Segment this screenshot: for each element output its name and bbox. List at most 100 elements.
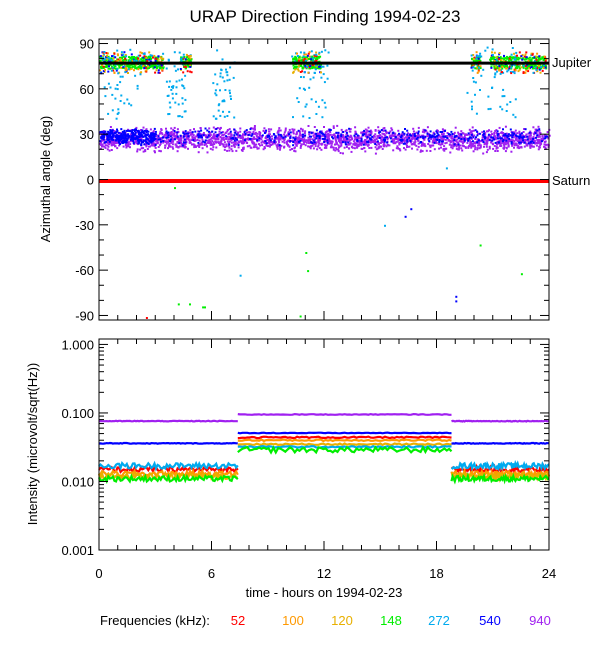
azimuth-data-point — [340, 144, 343, 147]
azimuth-data-point — [225, 135, 228, 138]
azimuth-data-point — [279, 133, 282, 136]
azimuth-data-point — [508, 140, 511, 143]
azimuth-data-point — [524, 135, 527, 137]
azimuth-data-point — [101, 143, 104, 146]
azimuth-data-point — [505, 55, 508, 58]
azimuth-data-point — [525, 56, 528, 59]
azimuth-data-point — [159, 130, 162, 133]
azimuth-data-point — [507, 135, 510, 138]
azimuth-data-point — [107, 136, 109, 138]
azimuth-data-point — [356, 134, 359, 137]
azimuth-data-point — [514, 55, 517, 58]
azimuth-data-point — [296, 139, 299, 142]
azimuth-data-point — [453, 133, 455, 136]
azimuth-data-point — [146, 60, 149, 63]
azimuth-data-point — [139, 54, 142, 57]
azimuth-data-point — [408, 135, 411, 138]
azimuth-data-point — [107, 67, 110, 70]
azimuth-data-point — [135, 59, 138, 62]
azimuth-data-point — [140, 67, 143, 69]
azimuth-data-point — [505, 147, 508, 150]
azimuth-data-point — [124, 143, 127, 146]
azimuth-data-point — [495, 132, 498, 134]
azimuth-data-point — [495, 147, 498, 150]
azimuth-data-point — [476, 141, 479, 144]
azimuth-data-point — [206, 136, 209, 139]
azimuth-data-point — [310, 135, 312, 138]
azimuth-data-point — [103, 131, 105, 134]
azimuth-data-point — [183, 144, 186, 147]
azimuth-data-point — [377, 147, 380, 150]
azimuth-data-point — [128, 65, 131, 68]
azimuth-data-point — [523, 58, 526, 61]
azimuth-data-point — [114, 97, 117, 100]
azimuth-data-point — [258, 137, 261, 140]
azimuth-data-point — [530, 64, 533, 67]
azimuth-data-point — [443, 145, 446, 148]
azimuth-data-point — [338, 146, 340, 149]
azimuth-data-point — [345, 129, 348, 132]
azimuth-data-point — [530, 54, 533, 57]
azimuth-data-point — [412, 133, 414, 135]
azimuth-data-point — [528, 56, 531, 59]
azimuth-data-point — [458, 145, 461, 148]
azimuth-data-point — [119, 75, 122, 78]
azimuth-data-point — [494, 65, 497, 68]
azimuth-data-point — [111, 93, 114, 96]
azimuth-data-point — [275, 137, 278, 140]
azimuth-data-point — [175, 92, 178, 95]
azimuth-data-point — [208, 138, 211, 141]
azimuth-data-point — [202, 132, 205, 134]
azimuth-data-point — [147, 65, 149, 68]
azimuth-data-point — [265, 129, 268, 132]
azimuth-data-point — [533, 137, 536, 140]
azimuth-data-point — [126, 64, 129, 66]
azimuth-data-point — [198, 146, 201, 148]
azimuth-data-point — [528, 59, 531, 62]
azimuth-data-point — [292, 64, 295, 67]
azimuth-data-point — [305, 139, 308, 142]
azimuth-data-point — [397, 134, 400, 136]
azimuth-data-point — [437, 143, 440, 146]
azimuth-data-point — [123, 129, 126, 132]
azimuth-ytick-label: 60 — [80, 82, 94, 97]
azimuth-data-point — [144, 60, 147, 63]
azimuth-data-point — [315, 136, 318, 139]
azimuth-data-point — [164, 141, 167, 143]
azimuth-data-point — [152, 134, 155, 137]
azimuth-data-point — [308, 67, 311, 70]
azimuth-data-point — [515, 51, 518, 54]
azimuth-data-point — [110, 130, 113, 133]
azimuth-data-point — [128, 66, 131, 69]
azimuth-data-point — [472, 129, 475, 132]
azimuth-data-point — [395, 138, 398, 141]
azimuth-data-point — [155, 65, 157, 68]
azimuth-data-point — [99, 55, 102, 58]
azimuth-data-point — [342, 134, 344, 137]
azimuth-data-point — [494, 73, 497, 76]
azimuth-data-point — [285, 140, 288, 143]
azimuth-data-point — [439, 143, 442, 146]
azimuth-data-point — [361, 141, 364, 144]
azimuth-data-point — [320, 50, 323, 53]
azimuth-data-point — [465, 138, 468, 141]
azimuth-data-point — [449, 133, 452, 136]
azimuth-data-point — [128, 60, 131, 63]
azimuth-data-point — [179, 68, 182, 70]
azimuth-data-point — [220, 138, 223, 141]
azimuth-data-point — [133, 137, 136, 140]
azimuth-data-point — [252, 130, 255, 133]
azimuth-data-point — [100, 65, 102, 68]
azimuth-data-point — [507, 56, 510, 59]
azimuth-data-point — [112, 134, 115, 137]
azimuth-data-point — [177, 68, 179, 71]
azimuth-data-point — [521, 58, 524, 61]
azimuth-data-point — [124, 141, 127, 144]
azimuth-data-point — [144, 129, 146, 132]
azimuth-data-point — [239, 137, 242, 140]
azimuth-data-point — [313, 141, 316, 144]
azimuth-data-point — [166, 95, 169, 97]
azimuth-data-point — [181, 97, 184, 100]
azimuth-data-point — [312, 57, 315, 60]
